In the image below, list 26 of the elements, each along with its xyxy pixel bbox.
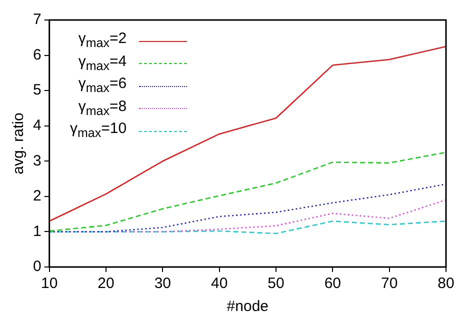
y-tick-label: 2 (33, 188, 42, 205)
y-tick-label: 0 (33, 258, 42, 276)
legend-label: γ$_{max}$=4 (78, 52, 127, 74)
line-series (49, 152, 446, 232)
x-tick-label: 20 (98, 275, 114, 292)
x-tick-label: 70 (380, 275, 398, 292)
y-tick-label: 5 (33, 82, 42, 99)
y-tick-label: 3 (33, 152, 42, 170)
x-tick-label: 40 (210, 275, 228, 292)
line-series (49, 220, 446, 234)
y-tick-label: 1 (33, 222, 42, 240)
legend-label: γ$_{max}$=6 (78, 75, 127, 97)
y-tick-label: 4 (33, 117, 42, 134)
y-tick-label: 6 (33, 46, 42, 64)
x-tick-label: 60 (324, 275, 342, 292)
x-tick-label: 80 (438, 275, 454, 292)
line-series (49, 183, 446, 232)
x-tick-label: 50 (268, 275, 284, 292)
legend-label: γ$_{max}$=8 (78, 98, 127, 120)
x-axis-title: #node (226, 298, 269, 316)
legend-label: γ$_{max}$=2 (78, 30, 127, 52)
y-axis-title: avg. ratio (10, 112, 28, 174)
y-tick-label: 7 (33, 11, 42, 28)
x-tick-label: 10 (41, 275, 58, 292)
legend-label: γ$_{max}$=10 (70, 120, 127, 142)
x-tick-label: 30 (154, 275, 172, 292)
